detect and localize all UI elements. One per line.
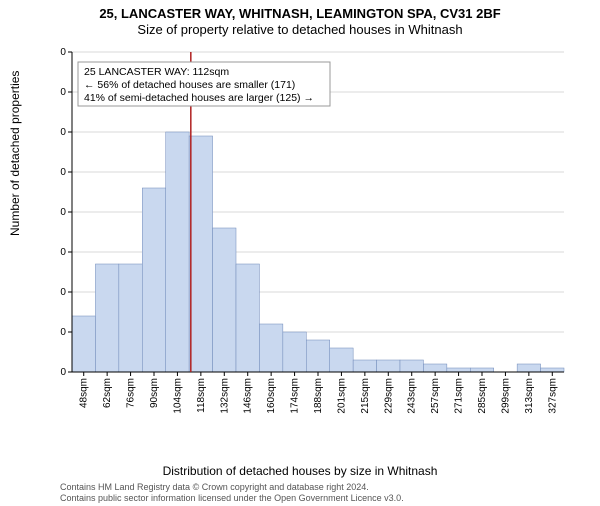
x-tick-label: 327sqm (547, 378, 558, 414)
x-tick-label: 62sqm (102, 378, 113, 408)
bar (517, 364, 540, 372)
y-tick-label: 30 (60, 247, 66, 258)
plot-area: 0 10 20 30 40 50 60 70 80 48sqm 62sqm 76sqm 90sqm 104… (60, 48, 570, 418)
y-tick-label: 40 (60, 207, 66, 218)
credits-line1: Contains HM Land Registry data © Crown c… (60, 482, 404, 493)
chart-container: 25, LANCASTER WAY, WHITNASH, LEAMINGTON … (0, 6, 600, 506)
x-tick-label: 285sqm (477, 378, 488, 414)
y-tick-label: 0 (60, 367, 66, 378)
x-tick-label: 229sqm (383, 378, 394, 414)
y-tick-label: 60 (60, 127, 66, 138)
y-tick-label: 70 (60, 87, 66, 98)
bar (447, 368, 470, 372)
y-tick-label: 80 (60, 48, 66, 58)
bar (72, 316, 95, 372)
y-tick-label: 20 (60, 287, 66, 298)
info-line2: ← 56% of detached houses are smaller (17… (84, 79, 295, 91)
y-tick-label: 10 (60, 327, 66, 338)
bar (306, 340, 329, 372)
x-tick-label: 271sqm (454, 378, 465, 414)
x-tick-label: 243sqm (407, 378, 418, 414)
x-tick-label: 174sqm (290, 378, 301, 414)
bar (259, 324, 282, 372)
x-tick-label: 48sqm (79, 378, 90, 408)
x-axis-label: Distribution of detached houses by size … (0, 464, 600, 478)
bar (541, 368, 564, 372)
credits-line2: Contains public sector information licen… (60, 493, 404, 504)
histogram: 0 10 20 30 40 50 60 70 80 48sqm 62sqm 76sqm 90sqm 104… (60, 48, 570, 418)
bar (377, 360, 400, 372)
x-tick-label: 132sqm (219, 378, 230, 414)
bar (330, 348, 353, 372)
y-tick-label: 50 (60, 167, 66, 178)
title-main: 25, LANCASTER WAY, WHITNASH, LEAMINGTON … (0, 6, 600, 21)
bar (236, 264, 259, 372)
x-tick-label: 146sqm (243, 378, 254, 414)
x-tick-label: 104sqm (172, 378, 183, 414)
x-tick-label: 299sqm (500, 378, 511, 414)
bar (166, 132, 189, 372)
title-sub: Size of property relative to detached ho… (0, 22, 600, 37)
x-tick-label: 188sqm (313, 378, 324, 414)
bar (95, 264, 118, 372)
bar (400, 360, 423, 372)
bar (142, 188, 165, 372)
bar (283, 332, 306, 372)
info-line3: 41% of semi-detached houses are larger (… (84, 92, 314, 104)
bar (213, 228, 236, 372)
bar (189, 136, 212, 372)
info-line1: 25 LANCASTER WAY: 112sqm (84, 66, 229, 78)
x-tick-label: 215sqm (360, 378, 371, 414)
x-tick-label: 257sqm (430, 378, 441, 414)
x-tick-label: 313sqm (524, 378, 535, 414)
x-tick-label: 118sqm (196, 378, 207, 413)
bar (470, 368, 493, 372)
credits: Contains HM Land Registry data © Crown c… (60, 482, 404, 504)
y-axis-label: Number of detached properties (8, 71, 22, 236)
x-tick-label: 76sqm (126, 378, 137, 408)
bar (353, 360, 376, 372)
x-tick-label: 201sqm (336, 378, 347, 414)
x-tick-label: 160sqm (266, 378, 277, 414)
bar (119, 264, 142, 372)
bar (423, 364, 446, 372)
x-tick-label: 90sqm (149, 378, 160, 408)
